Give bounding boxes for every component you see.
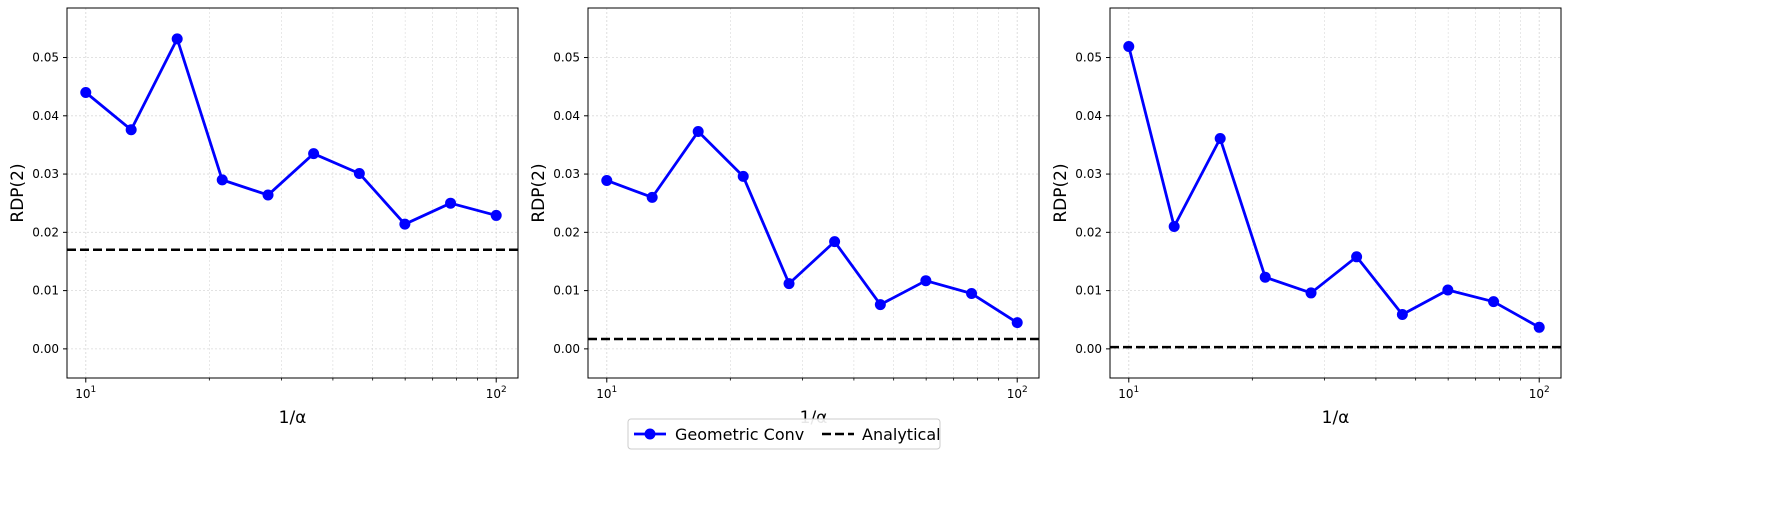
y-tick-label: 0.05	[32, 51, 59, 65]
data-point	[646, 191, 658, 203]
y-tick-label: 0.04	[32, 109, 59, 123]
legend-label-analytical: Analytical	[862, 425, 941, 444]
data-point	[601, 174, 613, 186]
gridlines	[1110, 8, 1561, 378]
x-axis-label: 1/α	[1322, 408, 1350, 428]
data-point	[920, 275, 932, 287]
data-point	[216, 174, 228, 186]
data-point	[399, 218, 411, 230]
data-point	[1259, 271, 1271, 283]
data-point	[829, 236, 841, 248]
data-point	[1168, 221, 1180, 233]
y-tick-label: 0.01	[553, 284, 580, 298]
y-tick-label: 0.03	[553, 167, 580, 181]
series-line-geometric-conv	[84, 37, 497, 226]
y-tick-label: 0.04	[553, 109, 580, 123]
data-point	[1305, 287, 1317, 299]
data-point	[125, 124, 137, 136]
x-tick-label: 101	[596, 385, 617, 401]
y-tick-label: 0.03	[1075, 167, 1102, 181]
y-tick-label: 0.05	[1075, 51, 1102, 65]
y-axis-label: RDP(2)	[529, 163, 549, 222]
data-point	[308, 148, 320, 160]
data-point	[445, 197, 457, 209]
panel-3: 0.00 0.01 0.02 0.03 0.04 0.05 101 102 1/α RDP(2)	[1051, 7, 1562, 428]
data-point	[1533, 321, 1545, 333]
data-point	[1396, 308, 1408, 320]
y-tick-label: 0.02	[553, 225, 580, 239]
y-tick-label: 0.03	[32, 167, 59, 181]
legend-box	[627, 418, 941, 450]
x-tick-label: 102	[1007, 385, 1028, 401]
data-point	[1011, 317, 1023, 329]
gridlines	[588, 8, 1039, 378]
data-point	[1214, 133, 1226, 145]
x-tick-label: 102	[486, 385, 507, 401]
data-point	[80, 86, 92, 98]
data-point	[490, 209, 502, 221]
data-point	[692, 126, 704, 138]
y-tick-label: 0.00	[553, 342, 580, 356]
y-tick-label: 0.01	[32, 284, 59, 298]
legend-marker	[644, 428, 656, 440]
data-point	[1123, 40, 1135, 52]
data-point	[1488, 296, 1500, 308]
x-axis-label: 1/α	[279, 408, 307, 428]
y-tick-label: 0.02	[32, 225, 59, 239]
data-point	[783, 278, 795, 290]
legend-label-geometric-conv: Geometric Conv	[675, 425, 804, 444]
data-point	[966, 288, 978, 300]
data-point	[874, 299, 886, 311]
x-tick-label: 101	[1118, 385, 1139, 401]
y-axis-label: RDP(2)	[1051, 163, 1071, 222]
x-tick-label: 101	[75, 385, 96, 401]
y-tick-label: 0.00	[32, 342, 59, 356]
data-point	[171, 33, 183, 45]
y-tick-label: 0.00	[1075, 342, 1102, 356]
series-line-geometric-conv	[1127, 46, 1540, 329]
axes-frame	[66, 7, 519, 379]
y-axis-label: RDP(2)	[8, 163, 28, 222]
y-tick-label: 0.04	[1075, 109, 1102, 123]
y-tick-label: 0.05	[553, 51, 580, 65]
gridlines	[67, 8, 518, 378]
data-point	[1351, 251, 1363, 263]
data-point	[737, 170, 749, 182]
y-tick-label: 0.02	[1075, 225, 1102, 239]
panel-1: 0.00 0.01 0.02 0.03 0.04 0.05 101 102 1/α RDP(2)	[8, 7, 519, 428]
data-point	[353, 167, 365, 179]
legend: Geometric Conv Analytical	[627, 418, 941, 450]
data-point	[262, 189, 274, 201]
series-line-geometric-conv	[606, 130, 1018, 324]
y-tick-label: 0.01	[1075, 284, 1102, 298]
axes-frame	[587, 7, 1040, 379]
data-point	[1442, 284, 1454, 296]
x-tick-label: 102	[1529, 385, 1550, 401]
axes-frame	[1109, 7, 1562, 379]
